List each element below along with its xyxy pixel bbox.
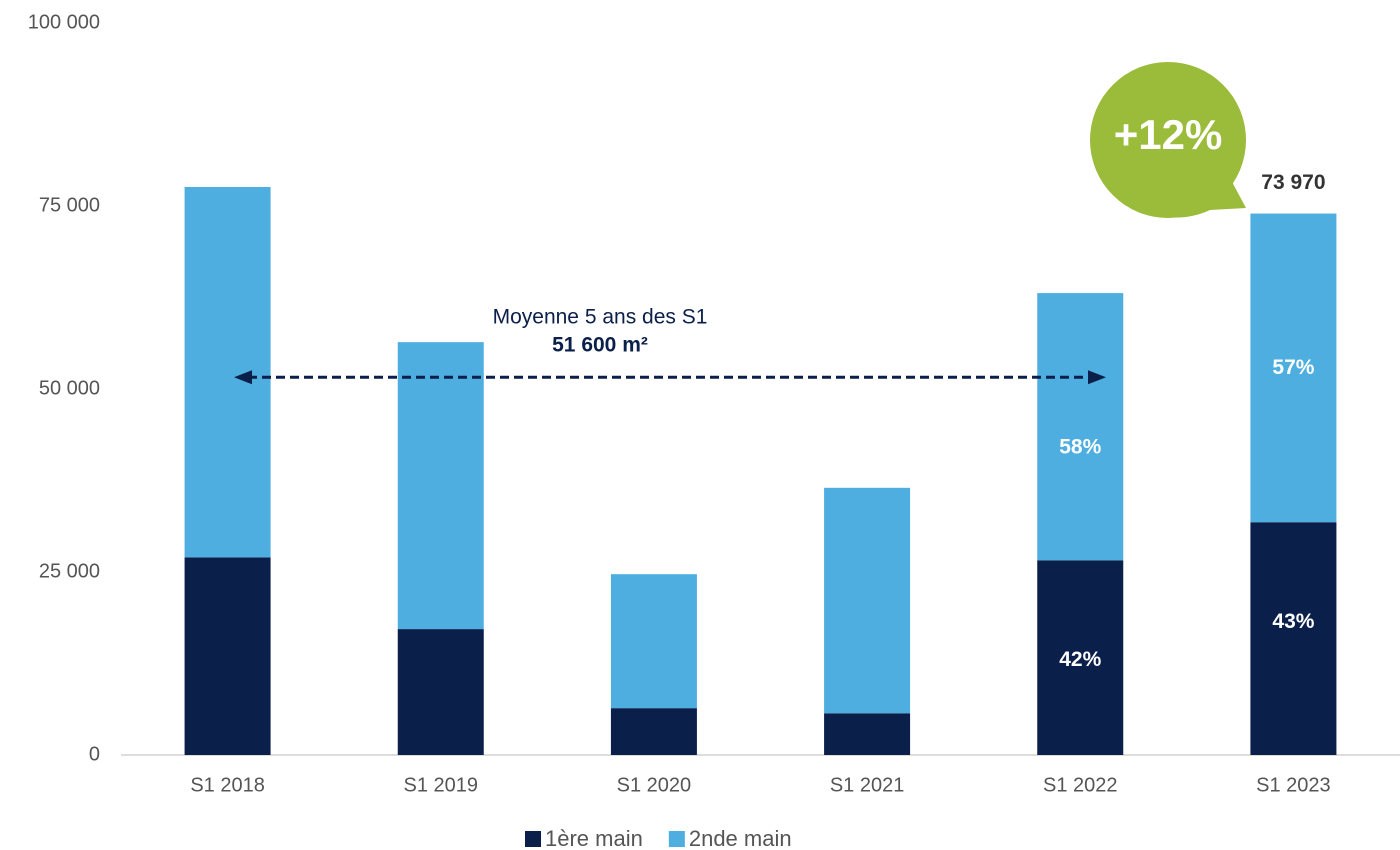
arrow-head xyxy=(234,370,252,385)
arrow-head xyxy=(1088,370,1106,385)
bar-segment xyxy=(824,713,911,755)
y-tick-label: 50 000 xyxy=(39,377,100,399)
x-tick-label: S1 2018 xyxy=(190,774,265,796)
percent-label: 57% xyxy=(1272,356,1314,379)
percent-label: 42% xyxy=(1059,648,1101,671)
legend-label: 1ère main xyxy=(545,826,643,850)
legend-swatch xyxy=(668,831,685,847)
y-tick-label: 100 000 xyxy=(28,11,100,33)
y-tick-label: 25 000 xyxy=(39,560,100,582)
average-label: Moyenne 5 ans des S1 xyxy=(493,306,708,329)
bar-segment xyxy=(397,342,484,630)
bar-segment xyxy=(1037,560,1124,755)
bar-segment xyxy=(610,708,697,755)
x-tick-label: S1 2019 xyxy=(403,774,478,796)
percent-label: 43% xyxy=(1272,610,1314,633)
bar-segment xyxy=(184,186,271,558)
badge-circle xyxy=(1090,62,1246,218)
bar-segment xyxy=(1250,522,1337,755)
bar-segment xyxy=(610,574,697,709)
y-tick-label: 75 000 xyxy=(39,194,100,216)
bar-segment xyxy=(824,487,911,714)
y-tick-label: 0 xyxy=(89,743,100,765)
x-tick-label: S1 2020 xyxy=(617,774,692,796)
average-value-label: 51 600 m² xyxy=(552,334,648,357)
legend-label: 2nde main xyxy=(689,826,792,850)
badge-text: +12% xyxy=(1114,111,1223,158)
x-tick-label: S1 2022 xyxy=(1043,774,1118,796)
bar-segment xyxy=(1037,293,1124,561)
legend-swatch xyxy=(525,831,541,847)
x-tick-label: S1 2023 xyxy=(1256,774,1331,796)
x-tick-label: S1 2021 xyxy=(830,774,905,796)
bar-segment xyxy=(184,557,271,755)
bar-segment xyxy=(397,629,484,755)
percent-label: 58% xyxy=(1059,436,1101,459)
bar-segment xyxy=(1250,213,1337,523)
total-label: 73 970 xyxy=(1261,171,1325,194)
